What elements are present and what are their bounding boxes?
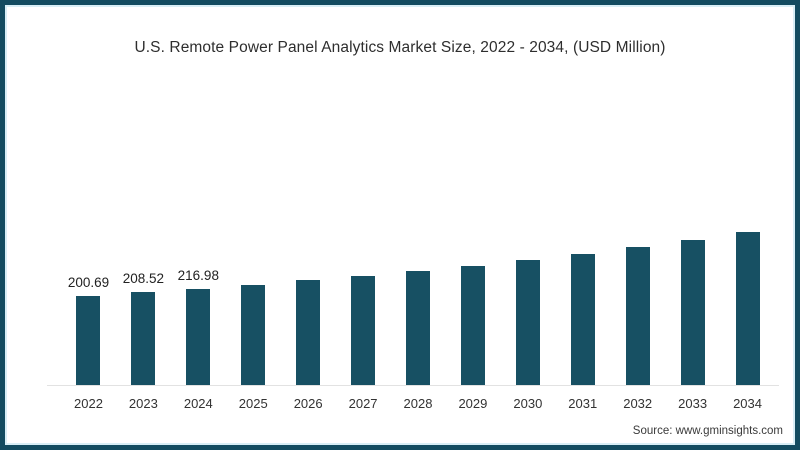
x-tick-label-2028: 2028	[403, 396, 433, 411]
bar-column-2032: 2032	[610, 60, 665, 411]
bar-value-label-2024: 216.98	[177, 267, 219, 283]
x-tick-label-2027: 2027	[348, 396, 378, 411]
x-tick-label-2032: 2032	[623, 396, 653, 411]
bar-2028	[405, 271, 430, 385]
bar-2032	[625, 247, 650, 385]
bar-column-2027: 2027	[336, 60, 391, 411]
x-tick-label-2026: 2026	[293, 396, 323, 411]
chart-title: U.S. Remote Power Panel Analytics Market…	[134, 39, 666, 56]
x-axis-line	[47, 385, 779, 386]
bar-column-2031: 2031	[555, 60, 610, 411]
bar-2022	[76, 295, 101, 385]
bar-2023	[131, 292, 156, 385]
bar-2025	[241, 284, 266, 385]
bar-2029	[460, 265, 485, 385]
x-tick-label-2025: 2025	[238, 396, 268, 411]
bar-column-2026: 2026	[281, 60, 336, 411]
bar-column-2029: 2029	[445, 60, 500, 411]
bar-2030	[515, 259, 540, 385]
x-tick-label-2022: 2022	[74, 396, 103, 411]
bar-2024	[186, 288, 211, 385]
bar-column-2028: 2028	[391, 60, 446, 411]
bar-column-2030: 2030	[500, 60, 555, 411]
x-tick-label-2029: 2029	[458, 396, 488, 411]
bar-2031	[570, 253, 595, 385]
bar-2026	[296, 280, 321, 385]
x-tick-label-2033: 2033	[678, 396, 708, 411]
x-tick-label-2034: 2034	[733, 396, 762, 411]
x-tick-label-2030: 2030	[513, 396, 543, 411]
bar-2027	[351, 275, 376, 385]
bar-column-2034: 2034	[720, 60, 775, 411]
bar-column-2022: 200.69 2022	[61, 60, 116, 411]
source-attribution: Source: www.gminsights.com	[632, 425, 783, 437]
bar-column-2024: 216.98 2024	[171, 60, 226, 411]
bar-2033	[680, 239, 705, 385]
bar-column-2025: 2025	[226, 60, 281, 411]
bar-column-2033: 2033	[665, 60, 720, 411]
bar-2034	[735, 231, 760, 385]
x-tick-label-2024: 2024	[183, 396, 213, 411]
x-tick-label-2031: 2031	[568, 396, 598, 411]
bar-column-2023: 208.52 2023	[116, 60, 171, 411]
plot-area: 200.69 2022 208.52 2023 216.98 2024 2025 2026 20…	[61, 60, 775, 411]
bar-value-label-2023: 208.52	[122, 271, 165, 287]
bar-value-label-2022: 200.69	[67, 274, 110, 290]
x-tick-label-2023: 2023	[128, 396, 158, 411]
